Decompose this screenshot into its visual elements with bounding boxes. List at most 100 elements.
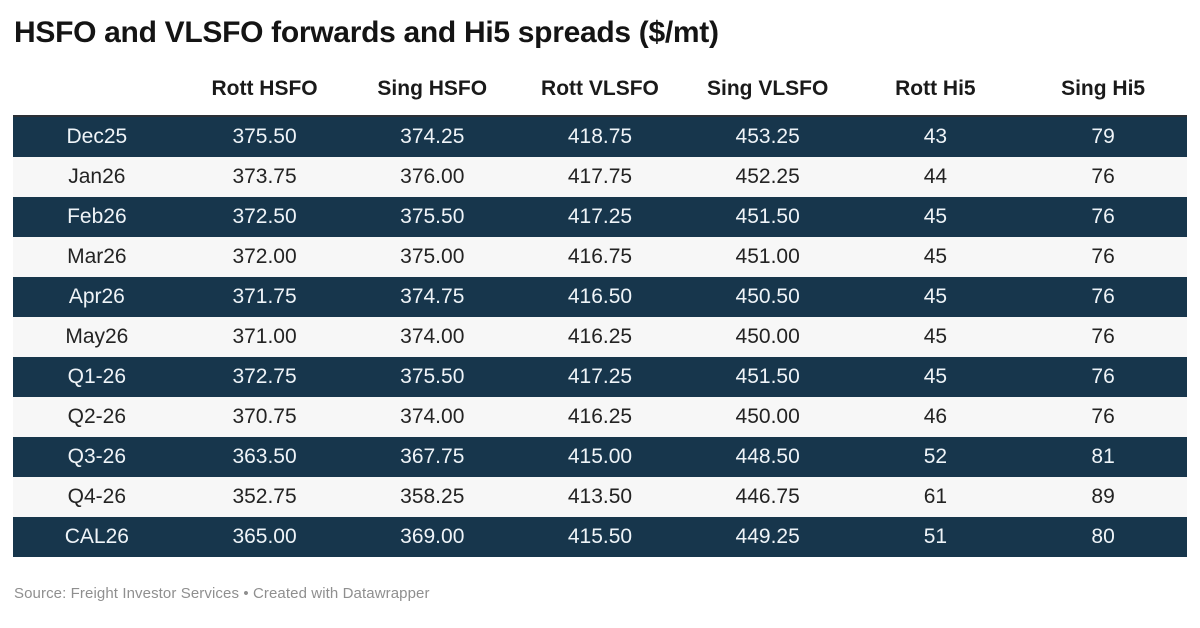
cell-rott-hsfo: 371.00 — [232, 324, 297, 348]
row-label: Q1-26 — [67, 364, 127, 388]
cell-sing-vlsfo: 450.00 — [735, 404, 800, 428]
cell-rott-vlsfo: 416.75 — [567, 244, 633, 268]
table-row: Q4-26 352.75 358.25 413.50 446.75 61 89 — [13, 476, 1187, 517]
cell-rott-vlsfo: 417.75 — [567, 164, 633, 188]
cell-sing-vlsfo: 450.00 — [735, 324, 800, 348]
cell-sing-hi5: 76 — [1091, 364, 1115, 388]
cell-sing-vlsfo: 451.00 — [735, 244, 800, 268]
cell-sing-vlsfo: 451.50 — [735, 204, 800, 228]
cell-sing-vlsfo: 452.25 — [735, 164, 800, 188]
cell-rott-hsfo: 363.50 — [232, 444, 297, 468]
cell-sing-hsfo: 374.75 — [400, 284, 465, 308]
cell-rott-hi5: 43 — [851, 114, 1020, 157]
cell-sing-hsfo: 374.25 — [348, 114, 517, 157]
source-attribution: Source: Freight Investor Services • Crea… — [14, 584, 430, 602]
cell-rott-hsfo: 370.75 — [232, 404, 297, 428]
cell-rott-hi5: 45 — [923, 364, 948, 388]
cell-sing-hsfo: 375.00 — [400, 244, 465, 268]
cell-sing-vlsfo: 449.25 — [735, 524, 800, 548]
cell-sing-hi5: 76 — [1091, 404, 1115, 428]
table-row: Mar26 372.00 375.00 416.75 451.00 45 76 — [13, 236, 1187, 277]
cell-rott-hsfo: 372.50 — [232, 204, 297, 228]
cell-rott-vlsfo: 416.25 — [567, 404, 633, 428]
cell-rott-hsfo: 373.75 — [232, 164, 297, 188]
cell-sing-hi5: 76 — [1091, 244, 1115, 268]
col-header-sing-hi5: Sing Hi5 — [1061, 76, 1146, 100]
cell-rott-hsfo: 352.75 — [232, 484, 297, 508]
row-label: Dec25 — [13, 114, 181, 157]
table-row: Q2-26 370.75 374.00 416.25 450.00 46 76 — [13, 396, 1187, 437]
cell-sing-hsfo: 374.00 — [400, 324, 465, 348]
table-row: CAL26 365.00 369.00 415.50 449.25 51 80 — [13, 516, 1187, 557]
cell-sing-hi5: 80 — [1091, 524, 1115, 548]
cell-sing-hi5: 76 — [1091, 204, 1115, 228]
cell-sing-vlsfo: 453.25 — [683, 114, 852, 157]
table-header: Rott HSFO Sing HSFO Rott VLSFO Sing VLSF… — [13, 73, 1187, 116]
col-header-rott-vlsfo: Rott VLSFO — [541, 76, 659, 100]
row-label: Mar26 — [67, 244, 127, 268]
table-row: Q1-26 372.75 375.50 417.25 451.50 45 76 — [13, 356, 1187, 397]
table-body: Dec25 375.50 374.25 418.75 453.25 43 79 … — [13, 114, 1187, 557]
header-row: Rott HSFO Sing HSFO Rott VLSFO Sing VLSF… — [13, 73, 1187, 116]
cell-sing-hi5: 76 — [1091, 164, 1115, 188]
cell-sing-hi5: 76 — [1091, 324, 1115, 348]
cell-rott-hsfo: 371.75 — [232, 284, 297, 308]
row-label: CAL26 — [64, 524, 129, 548]
row-label: May26 — [65, 324, 129, 348]
cell-rott-vlsfo: 418.75 — [516, 114, 684, 157]
cell-sing-hsfo: 367.75 — [400, 444, 465, 468]
cell-sing-vlsfo: 446.75 — [735, 484, 800, 508]
cell-sing-hi5: 89 — [1091, 484, 1115, 508]
cell-sing-hsfo: 375.50 — [400, 204, 465, 228]
row-label: Apr26 — [68, 284, 125, 308]
cell-sing-hsfo: 375.50 — [400, 364, 465, 388]
row-label: Q4-26 — [67, 484, 127, 508]
cell-rott-vlsfo: 413.50 — [567, 484, 633, 508]
col-header-period — [13, 73, 181, 116]
cell-rott-hi5: 45 — [923, 244, 948, 268]
table-row: Jan26 373.75 376.00 417.75 452.25 44 76 — [13, 156, 1187, 197]
cell-rott-hi5: 45 — [923, 324, 948, 348]
table-row: May26 371.00 374.00 416.25 450.00 45 76 — [13, 316, 1187, 357]
cell-sing-hsfo: 358.25 — [400, 484, 465, 508]
cell-sing-hsfo: 376.00 — [400, 164, 465, 188]
cell-rott-hi5: 45 — [923, 284, 948, 308]
col-header-rott-hi5: Rott Hi5 — [895, 76, 976, 100]
table-row: Dec25 375.50 374.25 418.75 453.25 43 79 — [13, 114, 1187, 157]
table-chart-card: HSFO and VLSFO forwards and Hi5 spreads … — [13, 16, 1187, 602]
col-header-rott-hsfo: Rott HSFO — [211, 76, 318, 100]
cell-rott-hsfo: 372.75 — [232, 364, 297, 388]
cell-sing-hi5: 81 — [1091, 444, 1115, 468]
chart-title: HSFO and VLSFO forwards and Hi5 spreads … — [14, 16, 719, 49]
cell-rott-hsfo: 375.50 — [180, 114, 349, 157]
cell-rott-hi5: 46 — [923, 404, 948, 428]
cell-rott-hi5: 52 — [923, 444, 948, 468]
row-label: Q3-26 — [67, 444, 127, 468]
cell-rott-hsfo: 365.00 — [232, 524, 297, 548]
cell-sing-hsfo: 369.00 — [400, 524, 465, 548]
cell-rott-vlsfo: 415.50 — [567, 524, 633, 548]
table-row: Feb26 372.50 375.50 417.25 451.50 45 76 — [13, 196, 1187, 237]
cell-rott-hi5: 45 — [923, 204, 948, 228]
cell-rott-hi5: 61 — [923, 484, 948, 508]
forwards-table: Rott HSFO Sing HSFO Rott VLSFO Sing VLSF… — [13, 73, 1187, 557]
cell-rott-vlsfo: 416.25 — [567, 324, 633, 348]
row-label: Feb26 — [67, 204, 127, 228]
cell-sing-hi5: 79 — [1019, 114, 1187, 157]
cell-sing-vlsfo: 448.50 — [735, 444, 800, 468]
cell-rott-vlsfo: 416.50 — [567, 284, 633, 308]
cell-rott-vlsfo: 417.25 — [567, 364, 633, 388]
cell-sing-vlsfo: 451.50 — [735, 364, 800, 388]
cell-rott-hi5: 44 — [923, 164, 948, 188]
cell-rott-vlsfo: 417.25 — [567, 204, 633, 228]
table-row: Q3-26 363.50 367.75 415.00 448.50 52 81 — [13, 436, 1187, 477]
table-row: Apr26 371.75 374.75 416.50 450.50 45 76 — [13, 276, 1187, 317]
row-label: Q2-26 — [67, 404, 127, 428]
cell-rott-vlsfo: 415.00 — [567, 444, 633, 468]
cell-sing-hsfo: 374.00 — [400, 404, 465, 428]
cell-sing-vlsfo: 450.50 — [735, 284, 800, 308]
col-header-sing-vlsfo: Sing VLSFO — [706, 76, 829, 100]
row-label: Jan26 — [68, 164, 126, 188]
cell-sing-hi5: 76 — [1091, 284, 1115, 308]
col-header-sing-hsfo: Sing HSFO — [377, 76, 488, 100]
